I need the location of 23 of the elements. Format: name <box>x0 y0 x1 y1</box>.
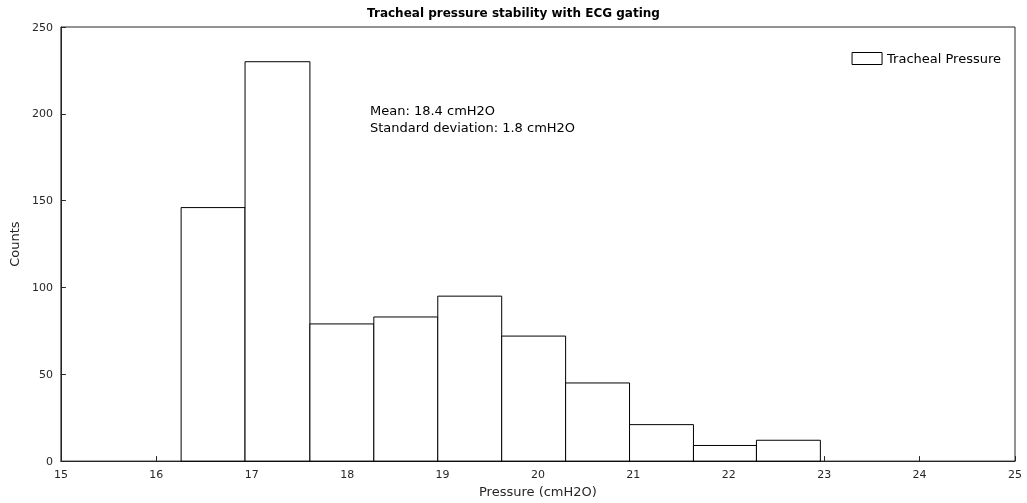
chart-title: Tracheal pressure stability with ECG gating <box>367 6 660 20</box>
annotation: Mean: 18.4 cmH2O <box>370 103 496 118</box>
y-tick-label: 200 <box>31 107 53 121</box>
x-axis-title: Pressure (cmH2O) <box>479 484 597 499</box>
annotation: Standard deviation: 1.8 cmH2O <box>370 120 576 135</box>
x-tick-label: 25 <box>1008 468 1022 482</box>
y-tick-label: 50 <box>38 367 53 381</box>
x-tick-label: 20 <box>530 468 545 482</box>
y-tick-label: 0 <box>45 454 53 468</box>
y-tick-label: 100 <box>31 280 53 294</box>
x-tick-label: 21 <box>626 468 641 482</box>
x-tick-label: 22 <box>721 468 736 482</box>
y-tick-label: 150 <box>31 194 53 208</box>
x-tick-label: 18 <box>340 468 355 482</box>
y-tick-label: 250 <box>31 20 53 34</box>
legend-label: Tracheal Pressure <box>886 51 1002 66</box>
x-tick-label: 23 <box>817 468 832 482</box>
x-tick-label: 17 <box>244 468 259 482</box>
x-tick-label: 16 <box>149 468 164 482</box>
x-tick-label: 19 <box>435 468 450 482</box>
x-tick-label: 15 <box>53 468 68 482</box>
x-tick-label: 24 <box>912 468 927 482</box>
y-axis-title: Counts <box>7 221 22 267</box>
